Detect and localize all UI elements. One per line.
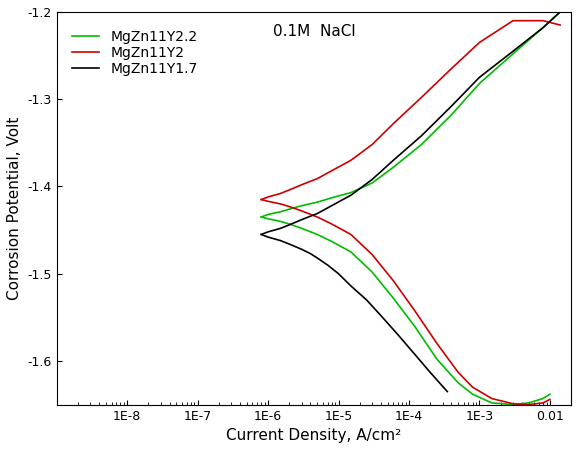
MgZn11Y2.2 — [314, 199, 321, 205]
MgZn11Y1.7 — [510, 49, 517, 54]
MgZn11Y2 — [369, 142, 376, 147]
MgZn11Y1.7 — [369, 177, 376, 182]
MgZn11Y2 — [258, 197, 265, 202]
Line: MgZn11Y2: MgZn11Y2 — [261, 21, 560, 199]
MgZn11Y2 — [314, 176, 321, 181]
MgZn11Y2.2 — [258, 214, 265, 220]
MgZn11Y1.7 — [328, 203, 335, 208]
MgZn11Y2.2 — [390, 165, 397, 170]
MgZn11Y1.7 — [347, 193, 354, 198]
MgZn11Y1.7 — [265, 229, 272, 234]
MgZn11Y2 — [277, 191, 284, 196]
MgZn11Y2.2 — [369, 180, 376, 186]
Legend: MgZn11Y2.2, MgZn11Y2, MgZn11Y1.7: MgZn11Y2.2, MgZn11Y2, MgZn11Y1.7 — [69, 27, 201, 78]
MgZn11Y2.2 — [510, 51, 517, 57]
MgZn11Y1.7 — [277, 225, 284, 231]
MgZn11Y2 — [298, 182, 305, 188]
MgZn11Y1.7 — [476, 75, 483, 80]
Y-axis label: Corrosion Potential, Volt: Corrosion Potential, Volt — [7, 117, 22, 300]
MgZn11Y2.2 — [328, 195, 335, 201]
MgZn11Y2.2 — [347, 190, 354, 195]
MgZn11Y2.2 — [277, 209, 284, 215]
MgZn11Y2 — [539, 18, 546, 23]
MgZn11Y2.2 — [557, 9, 564, 15]
MgZn11Y2 — [390, 121, 397, 126]
MgZn11Y2 — [448, 66, 455, 72]
MgZn11Y1.7 — [390, 158, 397, 163]
MgZn11Y1.7 — [418, 133, 425, 139]
Line: MgZn11Y1.7: MgZn11Y1.7 — [261, 12, 560, 234]
MgZn11Y1.7 — [539, 25, 546, 30]
MgZn11Y1.7 — [314, 211, 321, 216]
MgZn11Y2 — [476, 40, 483, 45]
Line: MgZn11Y2.2: MgZn11Y2.2 — [261, 12, 560, 217]
Text: 0.1M  NaCl: 0.1M NaCl — [273, 24, 355, 39]
MgZn11Y1.7 — [557, 9, 564, 15]
MgZn11Y1.7 — [448, 104, 455, 109]
MgZn11Y2 — [510, 18, 517, 23]
MgZn11Y2 — [418, 95, 425, 100]
MgZn11Y1.7 — [286, 222, 292, 228]
MgZn11Y2.2 — [265, 212, 272, 217]
MgZn11Y2.2 — [298, 203, 305, 208]
MgZn11Y1.7 — [298, 217, 305, 222]
MgZn11Y2.2 — [418, 142, 425, 147]
MgZn11Y2 — [557, 22, 564, 28]
MgZn11Y2.2 — [286, 207, 292, 212]
MgZn11Y2 — [265, 194, 272, 200]
MgZn11Y2 — [328, 168, 335, 173]
MgZn11Y1.7 — [258, 232, 265, 237]
MgZn11Y2 — [286, 187, 292, 193]
MgZn11Y2.2 — [539, 25, 546, 30]
MgZn11Y2 — [347, 158, 354, 163]
MgZn11Y2.2 — [448, 112, 455, 117]
MgZn11Y2.2 — [476, 81, 483, 86]
X-axis label: Current Density, A/cm²: Current Density, A/cm² — [226, 428, 402, 443]
